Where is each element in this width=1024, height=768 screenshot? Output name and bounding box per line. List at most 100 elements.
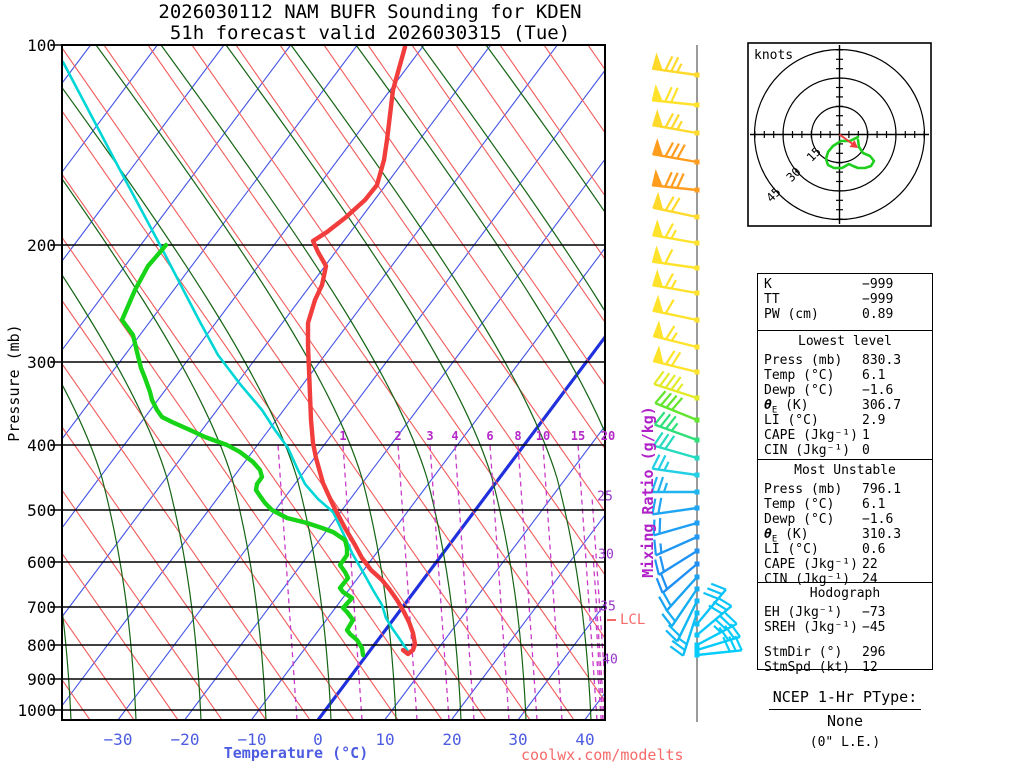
stats-row-label: StmSpd (kt) — [764, 660, 851, 675]
stats-row: θE (K) 310.3 — [758, 527, 932, 545]
barb-station-marker — [694, 505, 700, 511]
hodograph-units-label: knots — [754, 48, 794, 63]
barb-station-marker — [694, 548, 700, 554]
mixing-ratio-label: 8 — [514, 429, 522, 443]
wind-barb — [696, 612, 738, 647]
isotherm-line — [62, 45, 158, 174]
stats-row-value: 0 — [862, 443, 870, 458]
stats-row: LI (°C) 0.6 — [758, 542, 932, 557]
stats-row-label: K — [764, 277, 772, 292]
wind-barb — [651, 168, 698, 192]
pressure-tick-label: 100 — [27, 36, 56, 55]
stats-row: LI (°C) 2.9 — [758, 413, 932, 428]
dry-adiabat-line — [411, 45, 605, 324]
stats-row-label: CIN (Jkg⁻¹) — [764, 443, 851, 458]
dry-adiabat-line — [191, 45, 605, 640]
stats-row-label: Temp (°C) — [764, 368, 835, 383]
pressure-tick-label: 400 — [27, 436, 56, 455]
barb-station-marker — [694, 317, 700, 323]
barb-station-marker — [694, 437, 700, 443]
wind-barb — [651, 245, 698, 270]
stats-row: Press (mb) 830.3 — [758, 353, 932, 368]
stats-row: θE (K) 306.7 — [758, 398, 932, 416]
stats-section: Lowest level Press (mb) 830.3 Temp (°C) 6.1 D… — [758, 330, 932, 458]
stats-row-label: Temp (°C) — [764, 497, 835, 512]
stats-table: K −999 TT −999 PW (cm) 0.89 Lowest level Press … — [757, 273, 933, 675]
mixing-ratio-line — [577, 444, 598, 720]
dry-adiabat-line — [323, 45, 605, 450]
barb-station-marker — [694, 472, 700, 478]
barb-station-marker — [694, 72, 700, 78]
wind-barb — [652, 219, 698, 245]
dry-adiabat-line — [499, 45, 605, 197]
dry-adiabat-line — [62, 110, 487, 720]
barb-station-marker — [694, 586, 700, 592]
wind-barb — [652, 517, 698, 537]
mixing-ratio-line — [608, 445, 627, 720]
wind-barb-column — [650, 45, 743, 722]
wind-barb — [669, 612, 699, 657]
barb-station-marker — [694, 455, 700, 461]
stats-section: Most Unstable Press (mb) 796.1 Temp (°C) 6.1… — [758, 459, 932, 587]
stats-row-label: Dewp (°C) — [764, 383, 835, 398]
title-line-1: 2026030112 NAM BUFR Sounding for KDEN — [158, 1, 582, 23]
isotherm-line — [62, 45, 492, 618]
stats-row-label: Press (mb) — [764, 353, 843, 368]
title-line-2: 51h forecast valid 2026030315 (Tue) — [169, 22, 571, 44]
plot-frame — [52, 44, 616, 721]
wind-barb — [652, 431, 698, 460]
barb-station-marker — [694, 632, 700, 638]
dry-adiabat-line — [62, 46, 531, 720]
stats-row: EH (Jkg⁻¹) −73 — [758, 605, 932, 620]
temperature-tick-label: −10 — [237, 730, 267, 749]
wind-barb — [652, 294, 698, 322]
pressure-tick-label: 700 — [27, 598, 56, 617]
mixing-ratio-line — [489, 444, 510, 720]
stats-row: Temp (°C) 6.1 — [758, 497, 932, 512]
barb-station-marker — [694, 159, 700, 165]
stats-row-label: LI (°C) — [764, 413, 819, 428]
mixing-ratio-label: 20 — [600, 429, 616, 443]
temperature-axis-label: Temperature (°C) — [223, 744, 369, 762]
storm-motion-arrowhead — [849, 140, 858, 148]
stats-row-label: TT — [764, 292, 780, 307]
stats-row-value: −45 — [862, 620, 886, 635]
stats-row: PW (cm) 0.89 — [758, 307, 932, 322]
temperature-tick-label: 40 — [575, 730, 595, 749]
pressure-tick-label: 300 — [27, 353, 56, 372]
stats-row: SREH (Jkg⁻¹) −45 — [758, 620, 932, 635]
wind-barb — [696, 623, 741, 652]
mixing-ratio-label: 10 — [535, 429, 551, 443]
wind-barb — [652, 269, 698, 295]
barb-station-marker — [694, 369, 700, 375]
stats-row-value: 0.89 — [862, 307, 894, 322]
barb-station-marker — [694, 214, 700, 220]
wind-barb — [696, 596, 733, 636]
barb-station-marker — [694, 187, 700, 193]
isotherm-line — [62, 45, 425, 529]
stats-row: StmDir (°) 296 — [758, 645, 932, 660]
stats-section: K −999 TT −999 PW (cm) 0.89 — [758, 274, 932, 322]
barb-station-marker — [694, 240, 700, 246]
dry-adiabat-line — [62, 426, 267, 720]
stats-row: TT −999 — [758, 292, 932, 307]
wind-barb — [651, 497, 698, 516]
barb-station-marker — [694, 534, 700, 540]
barb-station-marker — [694, 610, 700, 616]
ptype-value: None — [826, 712, 864, 730]
barb-station-marker — [694, 344, 700, 350]
stats-row-value: 1 — [862, 428, 870, 443]
pressure-tick-label: 500 — [27, 501, 56, 520]
pressure-tick-label: 200 — [27, 236, 56, 255]
temperature-tick-label: −20 — [170, 730, 200, 749]
mixing-ratio-label: 4 — [451, 429, 459, 443]
stats-row-value: 310.3 — [862, 527, 902, 542]
stats-row: Press (mb) 796.1 — [758, 482, 932, 497]
plot-border — [61, 44, 606, 721]
mixing-ratio-line — [454, 444, 475, 720]
barb-station-marker — [694, 598, 700, 604]
mixing-ratio-line — [429, 444, 450, 720]
